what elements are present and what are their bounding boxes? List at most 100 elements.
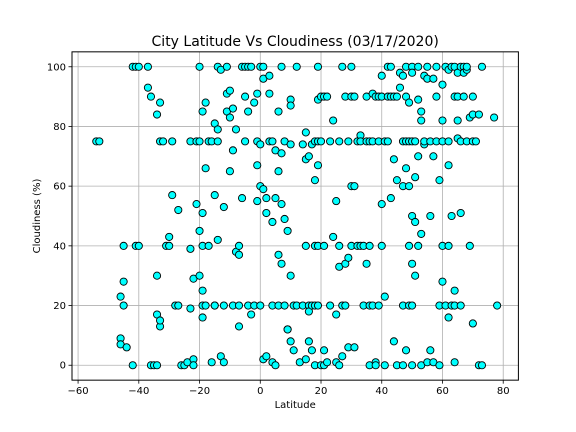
data-point	[411, 271, 420, 280]
data-point	[262, 208, 271, 218]
data-point	[219, 202, 228, 212]
data-point	[286, 337, 295, 346]
data-point	[277, 62, 286, 71]
data-point	[210, 191, 219, 200]
data-point	[301, 128, 310, 137]
data-point	[253, 197, 262, 206]
data-point	[253, 89, 262, 98]
data-point	[417, 116, 426, 125]
data-point	[374, 301, 383, 310]
data-point	[326, 137, 335, 146]
data-point	[444, 241, 453, 250]
data-point	[159, 137, 168, 146]
data-point	[210, 301, 219, 310]
data-point	[222, 62, 231, 71]
x-tick-label: 20	[315, 386, 328, 397]
data-point	[247, 62, 256, 71]
data-point	[241, 137, 250, 146]
data-point	[456, 301, 465, 310]
data-point	[219, 358, 228, 367]
data-point	[444, 313, 453, 322]
data-point	[414, 241, 423, 250]
data-point	[280, 301, 289, 310]
x-tick-label: −60	[68, 386, 89, 397]
data-point	[398, 71, 408, 80]
data-point	[277, 200, 286, 209]
data-point	[417, 229, 426, 238]
data-point	[408, 68, 417, 77]
data-point	[307, 346, 316, 355]
x-axis-label: Latitude	[275, 400, 316, 411]
data-point	[338, 352, 347, 361]
data-point	[344, 253, 353, 262]
data-point	[444, 161, 453, 170]
data-point	[392, 92, 401, 101]
data-point	[344, 137, 353, 146]
data-point	[417, 107, 426, 116]
data-point	[493, 301, 502, 310]
data-point	[465, 241, 474, 250]
data-point	[165, 232, 174, 241]
data-point	[401, 164, 411, 173]
data-point	[383, 137, 392, 146]
data-point	[283, 226, 292, 235]
data-point	[143, 62, 152, 71]
data-point	[116, 292, 125, 301]
x-tick-label: 40	[375, 386, 388, 397]
data-point	[213, 235, 222, 244]
data-point	[271, 361, 280, 370]
data-point	[313, 62, 323, 71]
data-point	[274, 250, 283, 259]
data-point	[304, 152, 313, 161]
data-point	[438, 116, 447, 125]
data-point	[219, 301, 228, 310]
data-point	[380, 361, 389, 370]
data-point	[146, 92, 156, 101]
data-point	[225, 167, 234, 176]
data-point	[286, 101, 295, 110]
data-point	[201, 301, 210, 310]
data-point	[225, 113, 234, 122]
data-point	[195, 271, 204, 280]
data-point	[477, 62, 487, 71]
data-point	[319, 346, 329, 355]
x-tick-label: 80	[497, 386, 510, 397]
data-point	[401, 346, 411, 355]
data-point	[429, 152, 438, 161]
data-point	[225, 86, 234, 95]
data-point	[341, 301, 350, 310]
data-point	[119, 301, 128, 310]
data-point	[365, 241, 374, 250]
data-point	[477, 361, 487, 370]
data-point	[268, 217, 277, 227]
data-point	[213, 137, 222, 146]
data-point	[389, 337, 398, 346]
data-point	[128, 361, 137, 370]
data-point	[156, 316, 165, 325]
data-point	[268, 137, 277, 146]
data-point	[319, 241, 329, 250]
data-point	[389, 155, 398, 164]
data-point	[323, 92, 332, 101]
data-point	[332, 310, 341, 319]
data-point	[195, 226, 204, 235]
y-tick-label: 40	[53, 241, 66, 252]
data-point	[332, 197, 341, 206]
data-point	[244, 107, 253, 116]
data-point	[198, 107, 207, 116]
data-point	[271, 194, 280, 203]
data-point	[231, 125, 241, 134]
data-point	[429, 74, 438, 83]
data-point	[490, 113, 499, 122]
data-point	[392, 176, 401, 185]
data-point	[286, 271, 295, 280]
data-point	[329, 116, 338, 125]
data-point	[241, 92, 250, 101]
data-point	[277, 149, 286, 158]
data-point	[405, 241, 414, 250]
x-tick-label: 0	[257, 386, 263, 397]
data-point	[347, 62, 356, 71]
data-point	[338, 62, 347, 71]
data-point	[256, 301, 265, 310]
